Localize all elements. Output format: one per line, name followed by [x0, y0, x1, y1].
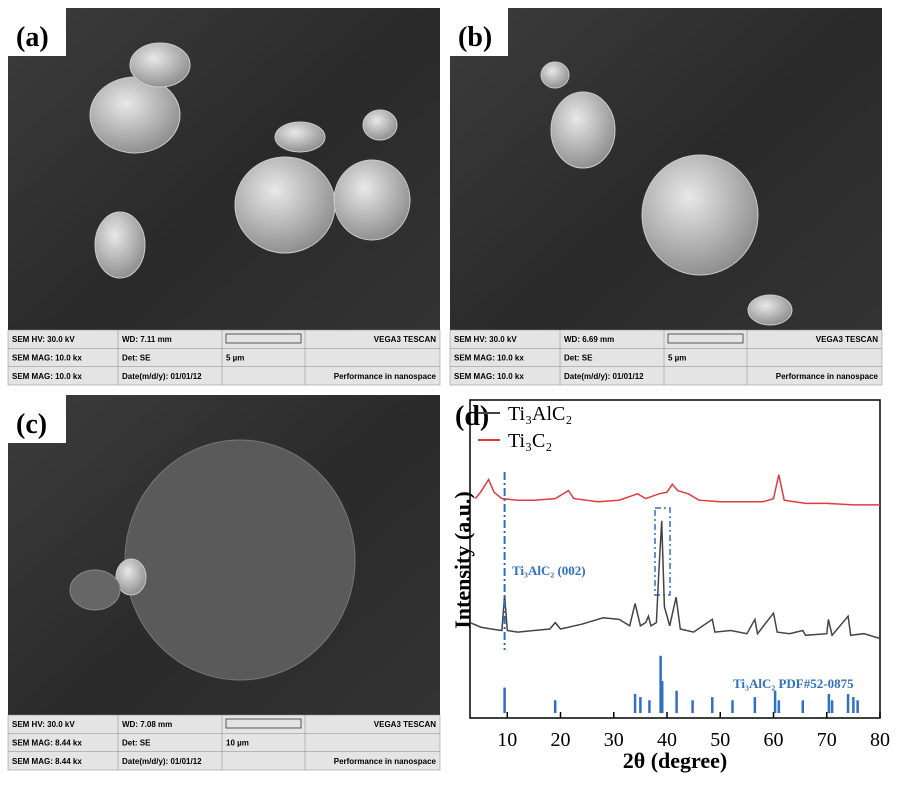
panel-label: (c) — [16, 409, 47, 440]
info-text: Det: SE — [122, 353, 151, 362]
figure: (d) 2θ (degree) Intensity (a.u.) Ti₃AlC₂… — [0, 0, 898, 780]
x-tick-label: 40 — [657, 729, 677, 751]
info-text: 10 µm — [226, 738, 249, 747]
x-tick-label: 70 — [817, 729, 837, 751]
info-text: Performance in nanospace — [776, 372, 879, 381]
x-tick-label: 10 — [497, 729, 517, 751]
y-axis-label: Intensity (a.u.) — [450, 491, 475, 629]
annotation: Ti₃AlC₂ (002) — [512, 563, 586, 578]
series-line — [475, 475, 880, 505]
x-tick-label: 30 — [604, 729, 624, 751]
panel-label: (b) — [458, 22, 492, 53]
info-text: SEM MAG: 10.0 kx — [454, 372, 524, 381]
info-text: SEM HV: 30.0 kV — [12, 335, 75, 344]
x-tick-label: 50 — [710, 729, 730, 751]
x-tick-label: 20 — [551, 729, 571, 751]
legend-label: Ti₃AlC₂ — [508, 403, 572, 425]
info-text: SEM HV: 30.0 kV — [12, 720, 75, 729]
info-text: VEGA3 TESCAN — [816, 335, 878, 344]
info-text: SEM MAG: 10.0 kx — [12, 372, 82, 381]
panel-label: (d) — [455, 401, 489, 432]
info-text: 5 µm — [226, 353, 244, 362]
info-text: SEM MAG: 8.44 kx — [12, 757, 82, 766]
x-tick-label: 80 — [870, 729, 890, 751]
x-axis-label: 2θ (degree) — [623, 748, 728, 773]
info-text: Det: SE — [122, 738, 151, 747]
info-text: WD: 7.08 mm — [122, 720, 172, 729]
info-text: VEGA3 TESCAN — [374, 335, 436, 344]
info-text: SEM MAG: 10.0 kx — [12, 353, 82, 362]
info-text: Date(m/d/y): 01/01/12 — [564, 372, 644, 381]
info-text: WD: 6.69 mm — [564, 335, 614, 344]
info-text: SEM HV: 30.0 kV — [454, 335, 517, 344]
panel-label: (a) — [16, 22, 49, 53]
info-text: SEM MAG: 8.44 kx — [12, 738, 82, 747]
info-text: VEGA3 TESCAN — [374, 720, 436, 729]
info-text: Date(m/d/y): 01/01/12 — [122, 372, 202, 381]
reference-label: Ti₃AlC₂ PDF#52-0875 — [733, 676, 854, 691]
info-text: Det: SE — [564, 353, 593, 362]
info-text: Date(m/d/y): 01/01/12 — [122, 757, 202, 766]
info-text: 5 µm — [668, 353, 686, 362]
series-line — [470, 521, 880, 639]
info-text: WD: 7.11 mm — [122, 335, 172, 344]
info-text: SEM MAG: 10.0 kx — [454, 353, 524, 362]
info-text: Performance in nanospace — [334, 372, 437, 381]
x-tick-label: 60 — [764, 729, 784, 751]
legend-label: Ti₃C₂ — [508, 430, 552, 452]
info-text: Performance in nanospace — [334, 757, 437, 766]
